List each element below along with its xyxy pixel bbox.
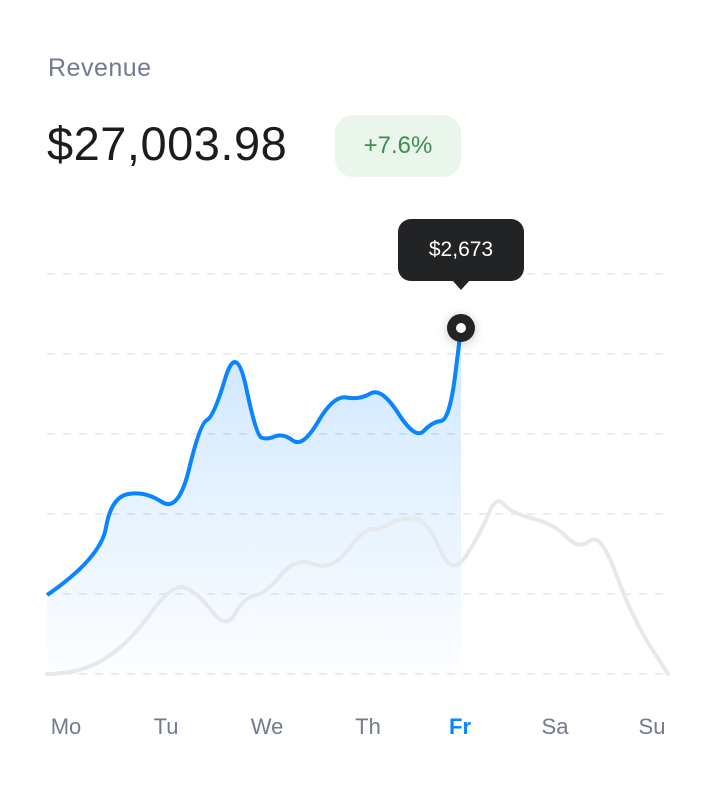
- x-tick-label-tu[interactable]: Tu: [153, 714, 179, 739]
- current-area: [47, 327, 461, 674]
- x-tick-label-mo[interactable]: Mo: [50, 714, 82, 739]
- x-tick-label-we[interactable]: We: [250, 714, 284, 739]
- x-tick-label-fr[interactable]: Fr: [449, 714, 471, 739]
- x-tick-label-sa[interactable]: Sa: [541, 714, 569, 739]
- x-tick-label-th[interactable]: Th: [355, 714, 381, 739]
- highlight-marker-dot: [456, 322, 466, 333]
- revenue-total: $27,003.98: [47, 117, 288, 170]
- change-badge: +7.6%: [335, 115, 461, 177]
- previous-series-line: [45, 499, 670, 676]
- metric-label: Revenue: [48, 54, 152, 82]
- tooltip: $2,673: [398, 219, 524, 290]
- x-tick-label-su[interactable]: Su: [638, 714, 666, 739]
- current-series-line: [45, 327, 463, 597]
